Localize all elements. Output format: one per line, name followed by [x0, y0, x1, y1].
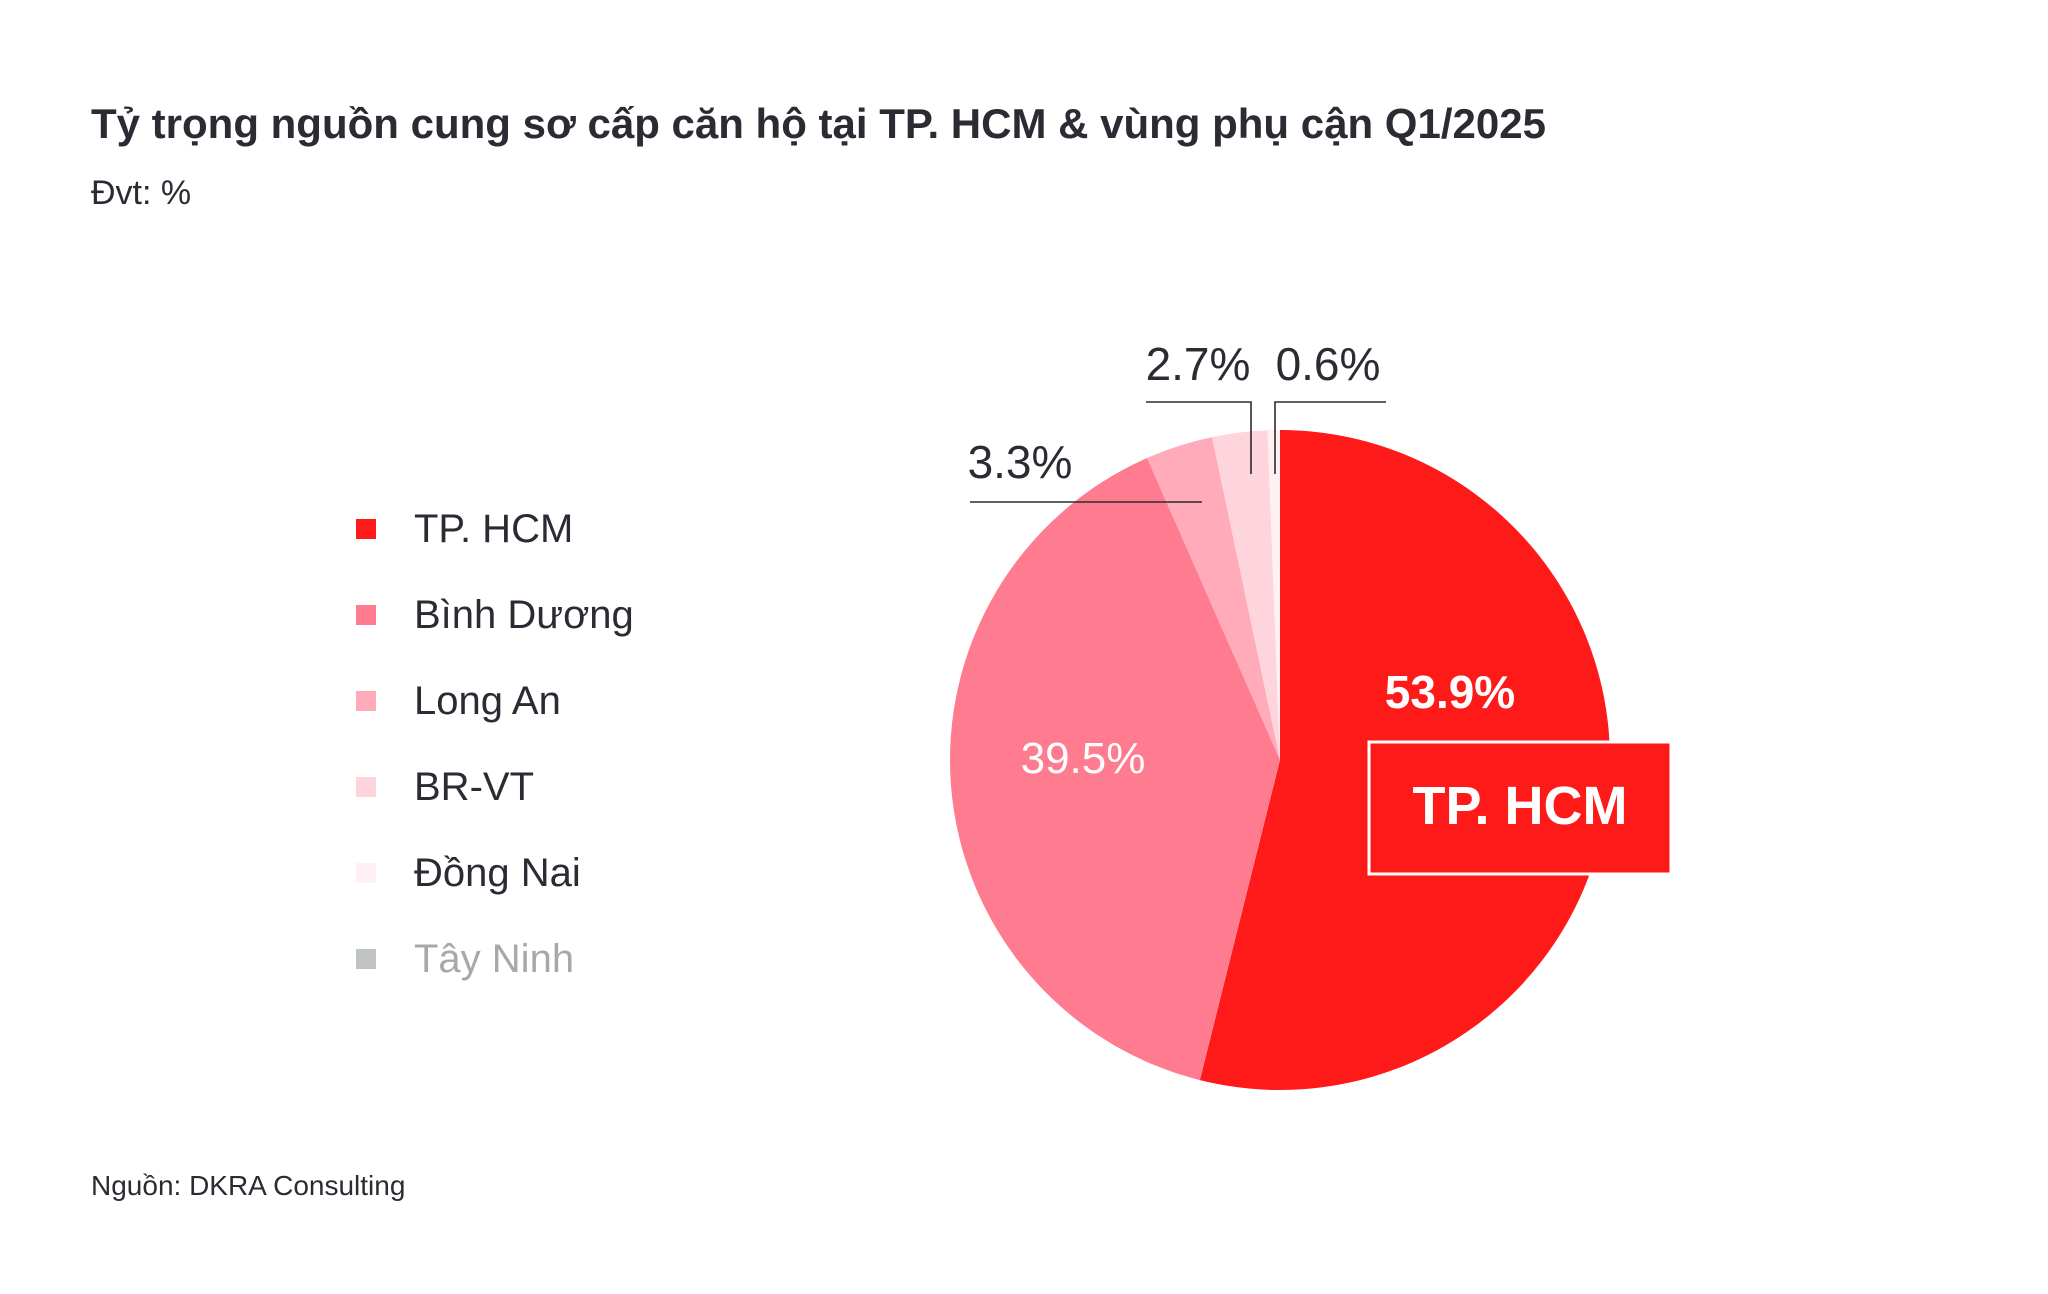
legend-item-tp-hcm: TP. HCM [356, 486, 634, 572]
pie-slices [950, 430, 1611, 1090]
legend-swatch [356, 949, 376, 969]
legend-item-binh-duong: Bình Dương [356, 572, 634, 658]
leader-lines [970, 401, 1386, 503]
slice-label-1: 39.5% [1021, 734, 1146, 783]
legend-item-dong-nai: Đồng Nai [356, 830, 634, 916]
pie-slice-2 [1147, 437, 1280, 760]
legend-swatch [356, 691, 376, 711]
chart-source: Nguồn: DKRA Consulting [91, 1170, 406, 1201]
callout-label: TP. HCM [1412, 776, 1627, 836]
slice-label-3: 2.7% [1146, 338, 1251, 390]
legend-swatch [356, 605, 376, 625]
legend-label: Tây Ninh [414, 936, 575, 981]
chart-title: Tỷ trọng nguồn cung sơ cấp căn hộ tại TP… [91, 100, 1546, 147]
pie-slice-3 [1212, 430, 1280, 760]
callout-rect [1367, 740, 1673, 876]
slice-label-4: 0.6% [1276, 338, 1381, 390]
slice-labels: 53.9% 39.5% 3.3% 2.7% 0.6% [968, 338, 1516, 783]
legend-label: Long An [414, 678, 561, 723]
leader-line-3 [1146, 401, 1252, 474]
legend-label: Đồng Nai [414, 850, 581, 895]
legend-label: Bình Dương [414, 592, 634, 637]
legend-swatch [356, 863, 376, 883]
legend-label: TP. HCM [414, 506, 574, 551]
slice-label-2: 3.3% [968, 436, 1073, 488]
chart-legend: TP. HCM Bình Dương Long An BR-VT Đồng Na… [356, 486, 634, 1002]
legend-item-br-vt: BR-VT [356, 744, 634, 830]
legend-label: BR-VT [414, 764, 534, 809]
legend-item-tay-ninh: Tây Ninh [356, 916, 634, 1002]
callout-box: TP. HCM [1367, 740, 1673, 876]
pie-slice-1 [950, 457, 1280, 1081]
legend-item-long-an: Long An [356, 658, 634, 744]
chart-unit: Đvt: % [91, 174, 192, 212]
legend-swatch [356, 519, 376, 539]
legend-swatch [356, 777, 376, 797]
slice-label-0: 53.9% [1385, 666, 1515, 718]
pie-slice-4 [1267, 430, 1280, 760]
leader-line-4 [1274, 401, 1386, 474]
